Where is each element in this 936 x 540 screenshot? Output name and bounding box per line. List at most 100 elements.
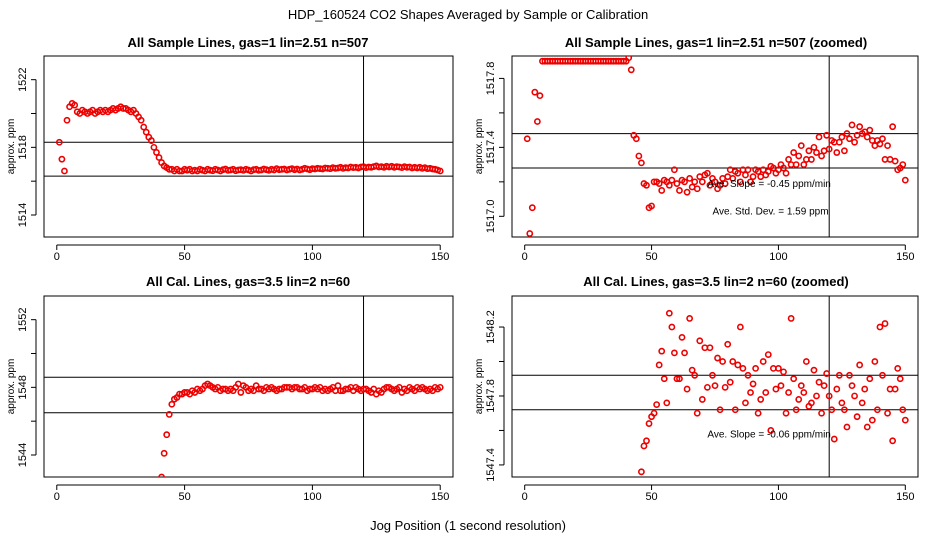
panel-title: All Cal. Lines, gas=3.5 lin=2 n=60 (146, 274, 350, 289)
data-point (838, 133, 846, 141)
x-tick-label: 50 (178, 491, 190, 503)
data-point (833, 385, 841, 393)
data-point (901, 176, 909, 184)
data-point (851, 392, 858, 400)
plot-frame (511, 295, 919, 478)
data-point (871, 358, 879, 365)
x-tick-label: 100 (303, 491, 321, 503)
data-point (731, 406, 739, 414)
data-point (739, 364, 747, 372)
data-point (721, 180, 729, 187)
data-point (160, 449, 168, 457)
data-point (523, 135, 531, 143)
data-point (142, 128, 150, 136)
x-axis: 0 50 100 150 (522, 484, 914, 503)
y-tick-label: 1552 (17, 307, 29, 331)
data-point (55, 138, 63, 146)
data-points (158, 380, 444, 477)
y-axis: 1514 1518 1522 (17, 67, 37, 227)
data-point (749, 380, 757, 388)
data-point (686, 174, 694, 182)
data-point (828, 406, 836, 414)
data-point (833, 149, 841, 156)
data-point (790, 149, 798, 156)
data-point (683, 385, 691, 393)
y-axis: 1547.4 1547.8 1548.2 (485, 310, 505, 482)
data-point (805, 147, 813, 155)
data-point (749, 173, 757, 181)
data-point (899, 406, 907, 414)
data-point (835, 138, 843, 146)
y-axis-label: approx. ppm (6, 359, 17, 415)
data-point (896, 375, 904, 383)
data-point (334, 382, 342, 390)
plot-frame (43, 295, 454, 478)
plot-frame (511, 55, 919, 238)
data-point (787, 315, 795, 322)
data-point (780, 164, 787, 172)
data-point (658, 187, 666, 194)
data-point (818, 409, 825, 417)
data-point (742, 171, 749, 179)
x-tick-label: 150 (896, 251, 914, 263)
y-tick-label: 1547.4 (485, 448, 497, 482)
data-point (742, 399, 749, 407)
data-point (802, 358, 810, 365)
data-point (876, 140, 884, 148)
y-axis-label: approx. ppm (6, 119, 17, 175)
x-axis: 0 50 100 150 (54, 484, 449, 503)
data-point (58, 155, 66, 163)
y-axis: 1544 1548 1552 (17, 307, 37, 467)
data-point (673, 180, 681, 187)
data-points (55, 99, 444, 175)
data-point (676, 375, 683, 383)
data-point (724, 340, 732, 348)
data-point (698, 396, 706, 403)
data-point (894, 364, 902, 372)
x-tick-label: 0 (54, 491, 60, 503)
data-point (879, 371, 886, 379)
data-point (792, 161, 800, 168)
x-axis: 0 50 100 150 (54, 244, 449, 263)
data-point (155, 154, 163, 161)
data-point (63, 116, 71, 124)
data-point (681, 178, 688, 186)
data-point (841, 406, 848, 414)
data-point (879, 135, 886, 143)
panel-annotation: Ave. Slope = -0.45 ppm/min (707, 179, 831, 190)
y-axis: 1517.0 1517.4 1517.8 (485, 62, 505, 233)
data-point (734, 361, 742, 369)
data-points (638, 309, 909, 476)
data-point (752, 364, 759, 372)
data-point (823, 370, 831, 377)
y-tick-label: 1548 (17, 375, 29, 399)
data-point (863, 133, 871, 141)
data-point (800, 161, 808, 168)
data-point (790, 375, 798, 383)
data-point (719, 358, 727, 365)
data-point (703, 383, 711, 391)
data-point (533, 118, 541, 125)
data-point (726, 378, 734, 386)
data-point (835, 371, 843, 379)
data-point (150, 143, 158, 151)
data-point (620, 57, 628, 65)
data-point (671, 349, 678, 357)
data-point (698, 178, 706, 186)
data-point (795, 396, 803, 403)
data-point (744, 166, 752, 174)
data-point (818, 152, 825, 160)
data-point (856, 361, 864, 369)
data-point (625, 56, 633, 62)
y-axis-label: approx. ppm (474, 119, 485, 175)
data-point (868, 416, 876, 424)
data-point (775, 364, 782, 372)
y-tick-label: 1517.8 (485, 62, 497, 96)
data-point (866, 126, 874, 134)
data-point (688, 366, 696, 374)
data-point (683, 188, 691, 196)
data-point (643, 437, 650, 445)
data-point (648, 202, 655, 210)
data-point (780, 368, 787, 376)
chart-panel-3: All Cal. Lines, gas=3.5 lin=2 n=60 0 50 100… (6, 274, 454, 503)
